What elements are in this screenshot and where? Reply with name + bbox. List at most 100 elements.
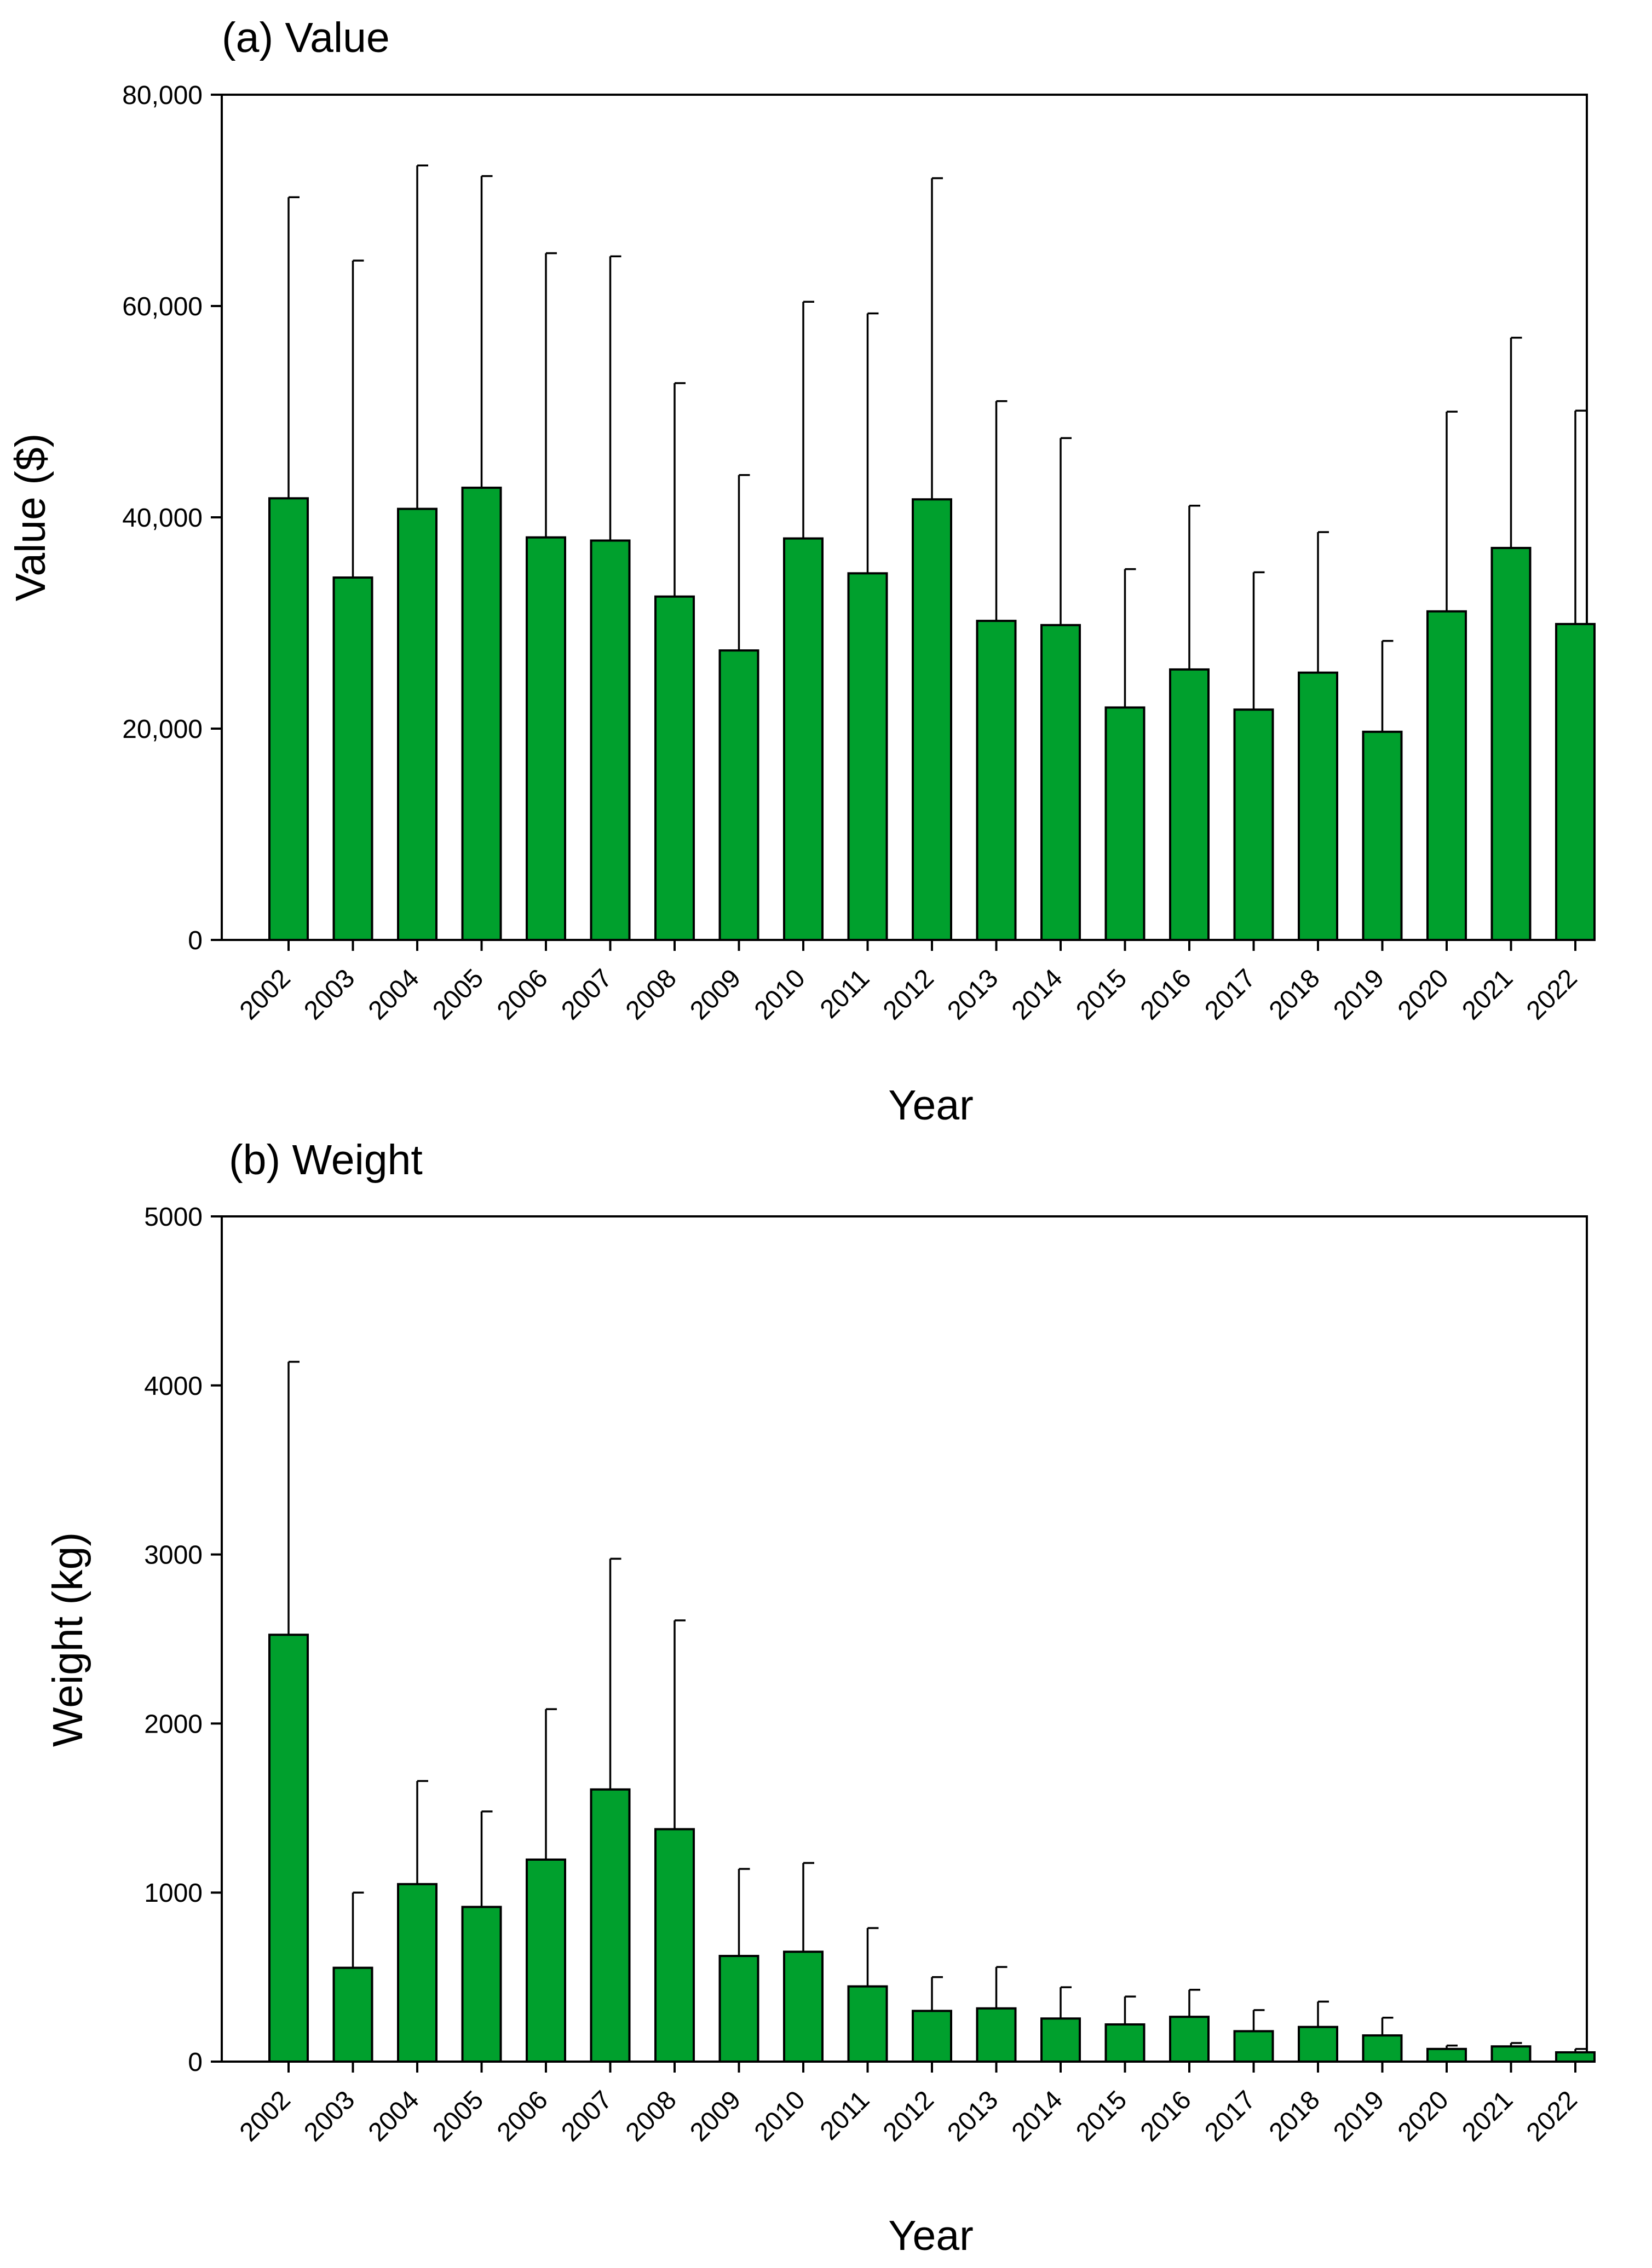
bar-2015 [1104,2023,1146,2063]
x-tick-label: 2014 [1006,2085,1068,2147]
x-tick-label: 2020 [1392,963,1454,1025]
y-tick-label: 40,000 [122,504,203,533]
bar-2006 [526,536,566,941]
y-tick-label: 0 [188,926,203,955]
x-tick-label: 2011 [815,2085,875,2145]
x-tick-label: 2003 [298,963,360,1025]
x-tick-label: 2019 [1328,963,1390,1025]
bar-2009 [718,1955,759,2063]
bar-2018 [1298,671,1338,941]
x-tick-label: 2006 [492,963,554,1025]
bar-2016 [1169,2016,1210,2063]
x-tick-label: 2003 [298,2085,360,2147]
bar-2020 [1426,2047,1467,2063]
bar-2004 [397,507,438,941]
bar-2012 [912,2010,952,2063]
bar-2007 [590,1788,631,2063]
panel-b-frame [221,1215,1588,2063]
panel-value-chart: (a) Value 0 20,000 40,000 60,000 80,000 2002… [7,14,1596,1129]
bar-2005 [461,1906,502,2063]
x-tick-label: 2004 [363,2085,425,2147]
x-tick-label: 2002 [234,963,296,1025]
panel-b-x-axis: 2002 2003 2004 2005 2006 2007 2008 2009 2010 2011… [234,2062,1583,2147]
x-tick-label: 2009 [684,963,746,1025]
bar-2009 [718,649,759,942]
y-tick-label: 5000 [144,1203,203,1232]
bar-2013 [976,620,1017,941]
bar-2017 [1233,2030,1274,2063]
x-tick-label: 2020 [1392,2085,1454,2147]
bar-2013 [976,2007,1017,2063]
bar-2006 [526,1858,566,2063]
y-tick-label: 20,000 [122,715,203,744]
bar-2002 [268,497,309,941]
x-tick-label: 2021 [1457,2085,1518,2147]
x-tick-label: 2006 [492,2085,554,2147]
x-tick-label: 2005 [427,963,489,1025]
panel-a-x-axis: 2002 2003 2004 2005 2006 2007 2008 2009 2010 2011… [234,940,1583,1025]
y-tick-label: 60,000 [122,292,203,321]
x-tick-label: 2015 [1070,2085,1132,2147]
x-tick-label: 2008 [620,2085,682,2147]
y-tick-label: 2000 [144,1710,203,1739]
x-tick-label: 2022 [1521,2085,1583,2147]
bar-2015 [1104,706,1146,942]
bar-2014 [1040,2017,1081,2063]
y-tick-label: 4000 [144,1372,203,1401]
x-tick-label: 2004 [363,963,425,1025]
panel-b-y-axis-title: Weight (kg) [44,1532,91,1747]
bar-2016 [1169,668,1210,942]
x-tick-label: 2015 [1070,963,1132,1025]
y-tick-label: 1000 [144,1879,203,1908]
y-tick-label: 3000 [144,1541,203,1570]
bar-2010 [783,537,824,941]
bar-2022 [1555,2051,1596,2063]
bar-2003 [332,576,373,941]
panel-a-x-axis-title: Year [888,1082,974,1129]
x-tick-label: 2014 [1006,963,1068,1025]
bar-2021 [1490,2045,1532,2063]
x-tick-label: 2017 [1199,963,1261,1025]
x-tick-label: 2010 [749,2085,811,2147]
bar-2007 [590,539,631,941]
panel-b-bars [268,1360,1596,2063]
bar-2017 [1233,708,1274,941]
bar-2014 [1040,624,1081,941]
x-tick-label: 2002 [234,2085,296,2147]
x-tick-label: 2016 [1135,963,1197,1025]
panel-b-y-axis: 0 1000 2000 3000 4000 5000 [144,1203,222,2077]
bar-2019 [1362,2034,1403,2063]
bar-2005 [461,486,502,941]
x-tick-label: 2011 [815,963,875,1024]
panel-a-y-axis-title: Value ($) [7,434,54,602]
x-tick-label: 2013 [942,2085,1004,2147]
panel-b-title: (b) Weight [229,1136,423,1184]
x-tick-label: 2019 [1328,2085,1390,2147]
bar-2002 [268,1634,309,2063]
bar-2021 [1490,546,1532,941]
x-tick-label: 2008 [620,963,682,1025]
panel-a-y-axis: 0 20,000 40,000 60,000 80,000 [122,81,222,955]
x-tick-label: 2018 [1264,963,1326,1025]
x-tick-label: 2009 [684,2085,746,2147]
x-tick-label: 2017 [1199,2085,1261,2147]
panel-a-bars [268,164,1596,942]
x-tick-label: 2010 [749,963,811,1025]
bar-2008 [654,1828,695,2063]
x-tick-label: 2013 [942,963,1004,1025]
y-tick-label: 80,000 [122,81,203,110]
bar-2019 [1362,730,1403,942]
panel-a-title: (a) Value [222,14,390,61]
x-tick-label: 2012 [878,963,940,1025]
bar-2010 [783,1950,824,2063]
x-tick-label: 2021 [1457,963,1518,1025]
bar-2018 [1298,2025,1338,2063]
bar-2022 [1555,622,1596,942]
x-tick-label: 2018 [1264,2085,1326,2147]
bar-2003 [332,1966,373,2063]
bar-2020 [1426,610,1467,941]
x-tick-label: 2022 [1521,963,1583,1025]
